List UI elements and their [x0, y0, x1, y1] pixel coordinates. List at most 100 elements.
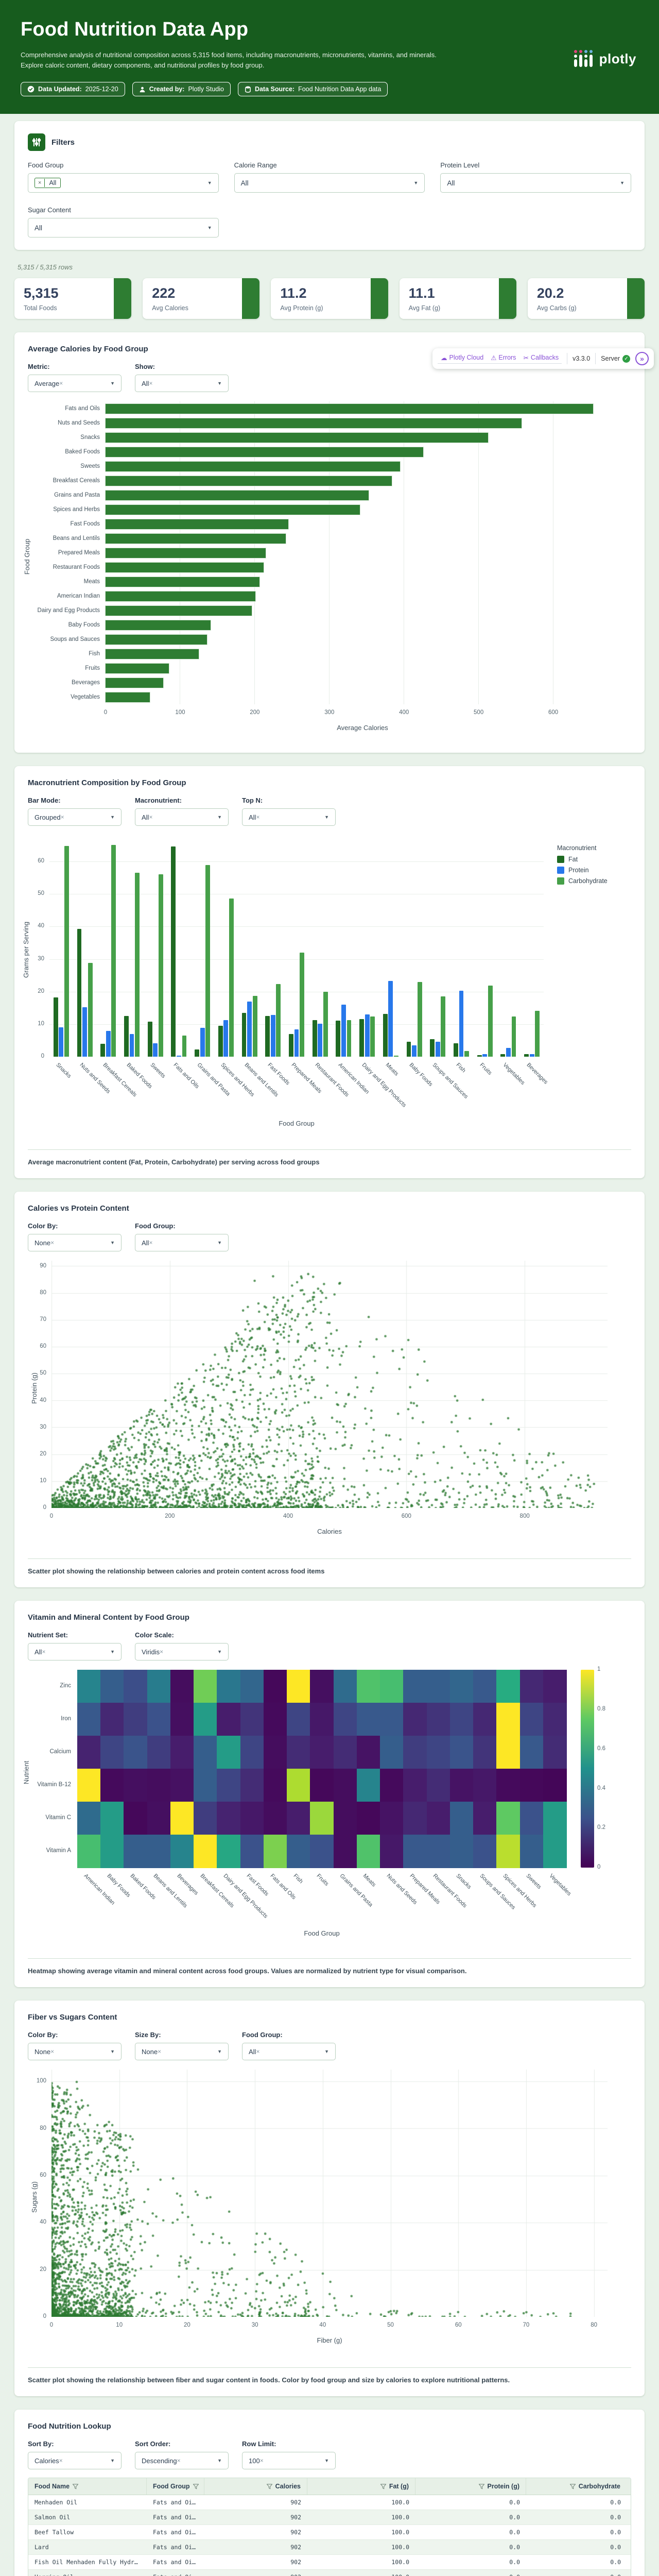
filter-funnel-icon[interactable] [266, 2484, 272, 2489]
heatmap-cell [403, 1769, 427, 1802]
control-dropdown[interactable]: 100 × ▼ [242, 2452, 336, 2470]
clear-icon[interactable]: × [256, 814, 260, 821]
column-header-protein-g-[interactable]: Protein (g) [415, 2478, 526, 2495]
filter-dropdown[interactable]: All ▼ [440, 173, 631, 193]
heatmap-cell [403, 1802, 427, 1835]
clear-icon[interactable]: × [59, 380, 63, 387]
chart-control: Food Group: All × ▼ [135, 1222, 229, 1252]
legend-item-protein[interactable]: Protein [557, 867, 608, 874]
clear-icon[interactable]: × [149, 380, 153, 387]
x-tick-label: 400 [399, 709, 409, 716]
column-header-food-group[interactable]: Food Group [147, 2478, 204, 2495]
table-row[interactable]: Salmon Oil Fats and Oils 902 100.0 0.0 0.0 [28, 2510, 631, 2526]
control-dropdown[interactable]: Calories × ▼ [28, 2452, 122, 2470]
control-dropdown[interactable]: None × ▼ [28, 2043, 122, 2061]
clear-icon[interactable]: × [42, 1648, 46, 1656]
clear-icon[interactable]: × [50, 2048, 55, 2056]
table-cell: Fats and Oils [153, 2529, 200, 2536]
filter-dropdown[interactable]: × All ▼ [28, 173, 219, 193]
filter-funnel-icon[interactable] [569, 2484, 576, 2489]
legend-item-fat[interactable]: Fat [557, 856, 608, 863]
devtools-expand-button[interactable]: » [635, 352, 649, 365]
table-row[interactable]: Beef Tallow Fats and Oils 902 100.0 0.0 0.0 [28, 2525, 631, 2540]
control-dropdown[interactable]: None × ▼ [28, 1234, 122, 1252]
x-axis-title: Calories [317, 1528, 342, 1536]
legend-item-carbohydrate[interactable]: Carbohydrate [557, 877, 608, 885]
plot-area[interactable] [105, 401, 620, 705]
filter-funnel-icon[interactable] [478, 2484, 484, 2489]
dropdown-value: All [142, 1239, 149, 1247]
clear-icon[interactable]: × [149, 1239, 153, 1247]
clear-icon[interactable]: × [60, 814, 64, 821]
column-header-label: Calories [275, 2483, 301, 2490]
dropdown-value: Average [34, 379, 60, 387]
heatmap-cell [100, 1769, 125, 1802]
column-header-food-name[interactable]: Food Name [28, 2478, 147, 2495]
avg-calories-bar-chart[interactable]: Food Group Fats and Oils Nuts and Seeds Sna… [23, 401, 631, 740]
clear-icon[interactable]: × [158, 2048, 162, 2056]
clear-icon[interactable]: × [160, 1648, 164, 1656]
control-dropdown[interactable]: All × ▼ [135, 1234, 229, 1252]
filter-dropdown[interactable]: All ▼ [234, 173, 425, 193]
dash-devtools-toolbar: ☁ Plotly Cloud ⚠ Errors ✂ Callbacks v3.3.0 Se… [432, 348, 654, 369]
filter-funnel-icon[interactable] [193, 2484, 199, 2489]
devtools-link-plotly-cloud[interactable]: ☁ Plotly Cloud [441, 354, 483, 362]
filter-funnel-icon[interactable] [380, 2484, 386, 2489]
bar [105, 547, 267, 558]
filter-dropdown[interactable]: All ▼ [28, 218, 219, 238]
x-tick-label: 600 [548, 709, 559, 716]
vitamin-mineral-heatmap[interactable]: Zinc Iron Calcium Vitamin B-12 Vitamin C Vita… [22, 1666, 631, 1948]
y-tick-label: 50 [40, 1370, 46, 1377]
devtools-link-callbacks[interactable]: ✂ Callbacks [523, 354, 559, 362]
category-label: Dairy and Egg Products [37, 607, 100, 614]
fiber-sugars-scatter-plot[interactable]: 0 20 40 60 80 100 0 10 20 30 40 50 60 70 80 Sugars (g) F… [28, 2070, 631, 2357]
clear-icon[interactable]: × [149, 814, 153, 821]
clear-icon[interactable]: × [50, 1239, 55, 1247]
bar-fat [147, 1022, 152, 1057]
plot-area[interactable] [77, 1670, 567, 1868]
x-tick-label: 70 [523, 2322, 530, 2329]
control-dropdown[interactable]: None × ▼ [135, 2043, 229, 2061]
filter-funnel-icon[interactable] [73, 2484, 79, 2489]
control-dropdown[interactable]: All × ▼ [28, 1643, 122, 1661]
column-header-calories[interactable]: Calories [204, 2478, 307, 2495]
section-vitamin-mineral-heatmap: Vitamin and Mineral Content by Food Grou… [14, 1601, 645, 1988]
y-tick-label: 60 [38, 857, 44, 864]
table-row[interactable]: Lard Fats and Oils 902 100.0 0.0 0.0 [28, 2540, 631, 2555]
clear-icon[interactable]: × [59, 2457, 63, 2465]
clear-icon[interactable]: × [256, 2048, 260, 2056]
devtools-link-errors[interactable]: ⚠ Errors [491, 354, 516, 362]
heatmap-cell [426, 1670, 450, 1703]
bar [105, 489, 370, 501]
column-header-fat-g-[interactable]: Fat (g) [307, 2478, 415, 2495]
control-dropdown[interactable]: Viridis × ▼ [135, 1643, 229, 1661]
control-label: Bar Mode: [28, 796, 61, 805]
plot-area[interactable] [49, 835, 544, 1057]
chart-control: Show: All × ▼ [135, 363, 229, 393]
heatmap-cell [310, 1769, 334, 1802]
heatmap-cell [124, 1769, 148, 1802]
scatter-plot-canvas[interactable] [51, 2070, 608, 2317]
chip-remove-icon[interactable]: × [35, 179, 45, 188]
scatter-plot-canvas[interactable] [51, 1261, 608, 1509]
clear-icon[interactable]: × [259, 2457, 264, 2465]
devtools-link-label: Callbacks [530, 354, 559, 361]
control-dropdown[interactable]: All × ▼ [242, 808, 336, 826]
control-dropdown[interactable]: Descending × ▼ [135, 2452, 229, 2470]
column-header-label: Food Group [153, 2483, 190, 2490]
heatmap-cell [473, 1703, 497, 1736]
control-dropdown[interactable]: All × ▼ [135, 375, 229, 393]
column-header-carbohydrate[interactable]: Carbohydrate [526, 2478, 631, 2495]
table-row[interactable]: Fish Oil Menhaden Fully Hydrogenated Fats… [28, 2555, 631, 2570]
control-dropdown[interactable]: Grouped × ▼ [28, 808, 122, 826]
clear-icon[interactable]: × [177, 2457, 181, 2465]
control-dropdown[interactable]: All × ▼ [242, 2043, 336, 2061]
control-label: Food Group: [242, 2031, 283, 2039]
control-dropdown[interactable]: Average × ▼ [28, 375, 122, 393]
table-row[interactable]: Menhaden Oil Fats and Oils 902 100.0 0.0 0.0 [28, 2495, 631, 2511]
control-dropdown[interactable]: All × ▼ [135, 808, 229, 826]
calories-protein-scatter-plot[interactable]: 0 10 20 30 40 50 60 70 80 90 0 200 400 600 800 Protein … [28, 1261, 631, 1548]
nutrient-label: Zinc [60, 1683, 71, 1689]
macronutrient-grouped-bar-chart[interactable]: 0 10 20 30 40 50 60 Grams per Serving Snacks Nuts… [22, 835, 631, 1139]
